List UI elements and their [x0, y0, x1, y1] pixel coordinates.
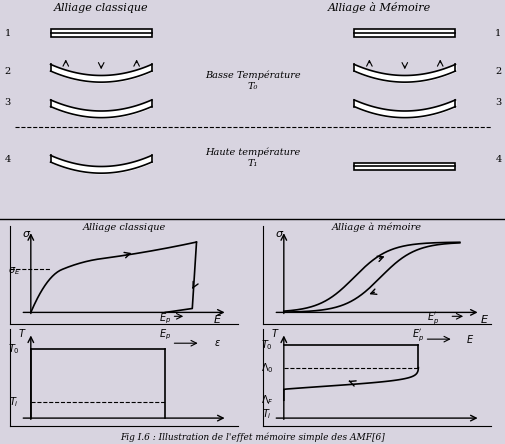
Text: $T_i$: $T_i$ [262, 407, 272, 421]
Text: $\sigma$: $\sigma$ [275, 229, 284, 239]
Text: T₁: T₁ [247, 159, 258, 169]
Text: Alliage à Mémoire: Alliage à Mémoire [327, 2, 430, 13]
Polygon shape [50, 29, 152, 37]
Text: Basse Température: Basse Température [205, 70, 300, 80]
Text: $T$: $T$ [18, 327, 27, 339]
Text: $E$: $E$ [465, 333, 473, 345]
Text: Fig I.6 : Illustration de l'effet mémoire simple des AMF[6]: Fig I.6 : Illustration de l'effet mémoir… [120, 432, 385, 442]
Text: 3: 3 [494, 98, 500, 107]
Text: 3: 3 [5, 98, 11, 107]
Text: $T_0$: $T_0$ [261, 338, 273, 352]
Text: 2: 2 [494, 67, 500, 75]
Text: Haute température: Haute température [205, 148, 300, 158]
Polygon shape [354, 29, 454, 37]
Text: 1: 1 [494, 29, 500, 38]
Polygon shape [354, 163, 454, 170]
Text: 4: 4 [5, 155, 11, 164]
Text: $\varepsilon$: $\varepsilon$ [213, 338, 220, 348]
Text: Alliage classique: Alliage classique [82, 223, 165, 232]
Text: Alliage à mémoire: Alliage à mémoire [331, 223, 421, 232]
Text: 4: 4 [494, 155, 500, 164]
Text: $\Lambda_F$: $\Lambda_F$ [261, 393, 273, 407]
Text: $T_i$: $T_i$ [9, 395, 19, 409]
Text: $E$: $E$ [479, 313, 488, 325]
Text: $\sigma_E$: $\sigma_E$ [8, 265, 20, 277]
Text: $T$: $T$ [271, 327, 279, 339]
Text: $E_p'$: $E_p'$ [412, 327, 424, 343]
Text: 2: 2 [5, 67, 11, 75]
Text: 1: 1 [5, 29, 11, 38]
Text: $E_p$: $E_p$ [159, 328, 171, 342]
Text: $T_0$: $T_0$ [8, 342, 20, 356]
Text: $\sigma$: $\sigma$ [22, 229, 31, 239]
Text: $E_p'$: $E_p'$ [426, 311, 438, 326]
Text: T₀: T₀ [247, 82, 258, 91]
Text: Alliage classique: Alliage classique [54, 3, 148, 13]
Text: $E$: $E$ [212, 313, 221, 325]
Text: $E_p$: $E_p$ [159, 311, 171, 326]
Text: $\Lambda_0$: $\Lambda_0$ [261, 361, 273, 375]
